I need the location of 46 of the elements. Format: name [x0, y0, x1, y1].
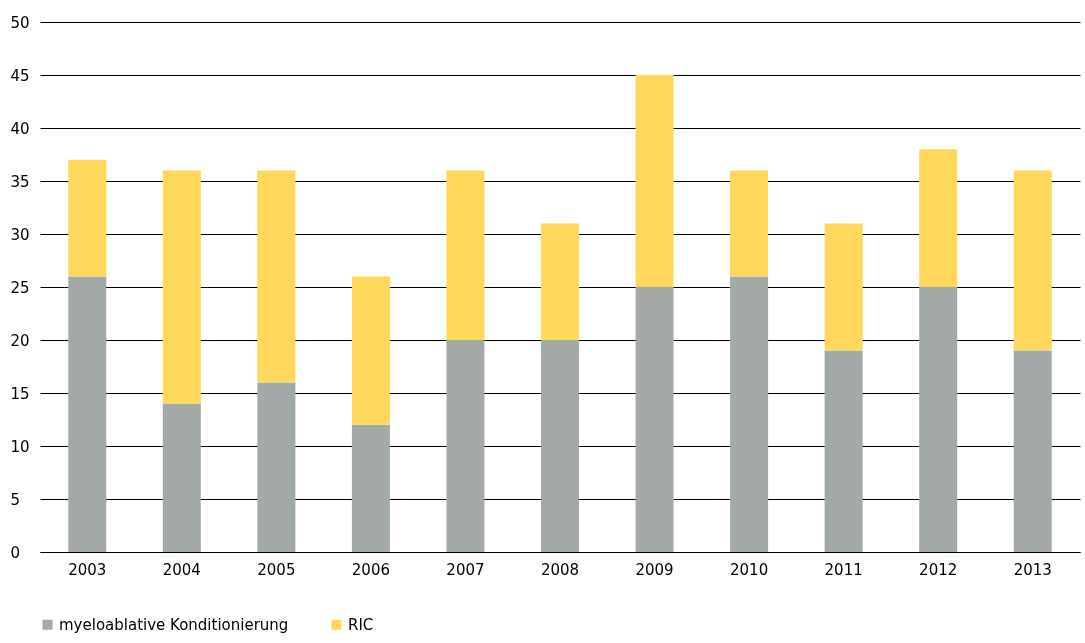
bar	[162, 170, 201, 404]
bar	[919, 287, 958, 552]
bar	[1013, 350, 1052, 552]
y-tick-label: 10	[10, 437, 30, 456]
bar	[446, 340, 485, 552]
x-tick-label: 2005	[257, 560, 296, 579]
bar	[68, 276, 107, 552]
x-tick-label: 2006	[351, 560, 390, 579]
bar	[824, 350, 863, 552]
bar	[635, 75, 674, 287]
x-tick-label: 2007	[446, 560, 485, 579]
bar	[162, 403, 201, 552]
x-tick-label: 2009	[635, 560, 674, 579]
x-tick-label: 2013	[1013, 560, 1052, 579]
x-tick-label: 2012	[919, 560, 958, 579]
y-tick-label: 25	[10, 278, 30, 297]
bar	[541, 223, 579, 340]
y-tick-label: 35	[10, 172, 30, 191]
bar	[1013, 170, 1052, 351]
bar	[919, 149, 958, 287]
legend-label: myeloablative Konditionierung	[59, 615, 289, 634]
bar	[257, 170, 296, 383]
y-tick-label: 15	[10, 384, 30, 403]
y-tick-label: 30	[10, 225, 30, 244]
y-tick-label: 50	[10, 13, 30, 32]
bar	[730, 170, 769, 277]
bar	[824, 223, 863, 351]
y-tick-label: 20	[10, 331, 30, 350]
y-tick-label: 45	[10, 66, 30, 85]
x-tick-label: 2008	[540, 560, 580, 579]
bar	[635, 287, 674, 552]
bar	[541, 340, 579, 552]
bar	[730, 276, 769, 552]
bar	[68, 159, 107, 277]
legend-label: RIC	[348, 615, 374, 634]
x-tick-label: 2004	[162, 560, 201, 579]
bar	[257, 382, 296, 552]
bar	[351, 276, 390, 425]
bar	[446, 170, 485, 340]
x-tick-label: 2003	[68, 560, 107, 579]
bar	[351, 424, 390, 552]
y-tick-label: 5	[10, 490, 21, 509]
y-tick-label: 40	[10, 119, 30, 138]
x-tick-label: 2011	[824, 560, 863, 579]
y-tick-label: 0	[10, 543, 21, 562]
x-tick-label: 2010	[730, 560, 769, 579]
